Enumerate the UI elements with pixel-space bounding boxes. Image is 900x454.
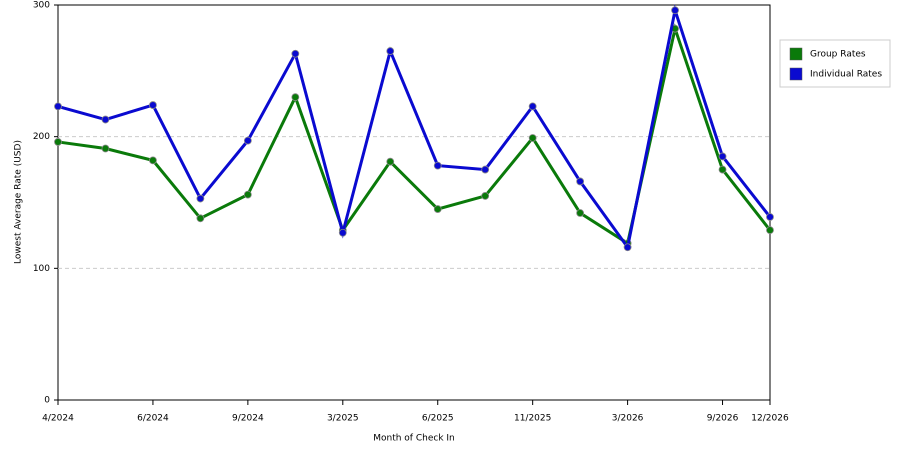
data-point [196,194,205,203]
data-point [101,115,110,124]
data-point [149,156,157,165]
data-point [386,47,395,55]
data-point [291,93,300,102]
data-point [54,102,62,111]
legend-swatch [789,67,803,81]
x-tick-label: 12/2026 [751,414,789,424]
x-tick-label: 9/2026 [707,414,739,424]
data-point [576,177,585,186]
data-point [718,152,727,161]
x-tick-label: 3/2026 [612,414,644,424]
data-point [243,190,252,199]
data-point [433,205,442,213]
x-axis-label: Month of Check In [373,434,455,444]
data-point [623,243,632,252]
series-line [57,4,772,251]
y-tick-label: 200 [33,132,50,142]
data-point [576,209,585,217]
data-point [528,134,537,142]
data-point [718,165,727,174]
y-tick-label: 300 [33,1,50,11]
data-point [196,214,205,223]
y-tick-label: 0 [44,396,50,406]
x-tick-label: 9/2024 [232,414,264,424]
data-point [528,102,537,111]
data-point [766,213,774,221]
data-point [481,192,490,200]
x-tick-label: 4/2024 [42,414,74,424]
data-point [101,144,110,153]
x-tick-label: 3/2025 [327,414,359,424]
y-axis-label: Lowest Average Rate (USD) [14,140,24,264]
data-point [338,228,347,237]
y-tick-label: 100 [33,264,50,274]
x-tick-label: 6/2025 [422,414,454,424]
data-point [243,136,252,145]
legend-label: Individual Rates [810,70,882,80]
data-point [671,6,679,15]
data-point [54,138,62,146]
data-point [149,101,157,109]
data-point [386,157,395,166]
legend-swatch [789,47,803,61]
legend-label: Group Rates [810,50,866,60]
x-tick-label: 6/2024 [137,414,169,424]
data-point [433,161,442,170]
data-point [481,165,490,174]
plot-area [57,4,771,401]
data-point [291,49,300,58]
x-tick-label: 11/2025 [514,414,551,424]
data-point [766,226,774,235]
